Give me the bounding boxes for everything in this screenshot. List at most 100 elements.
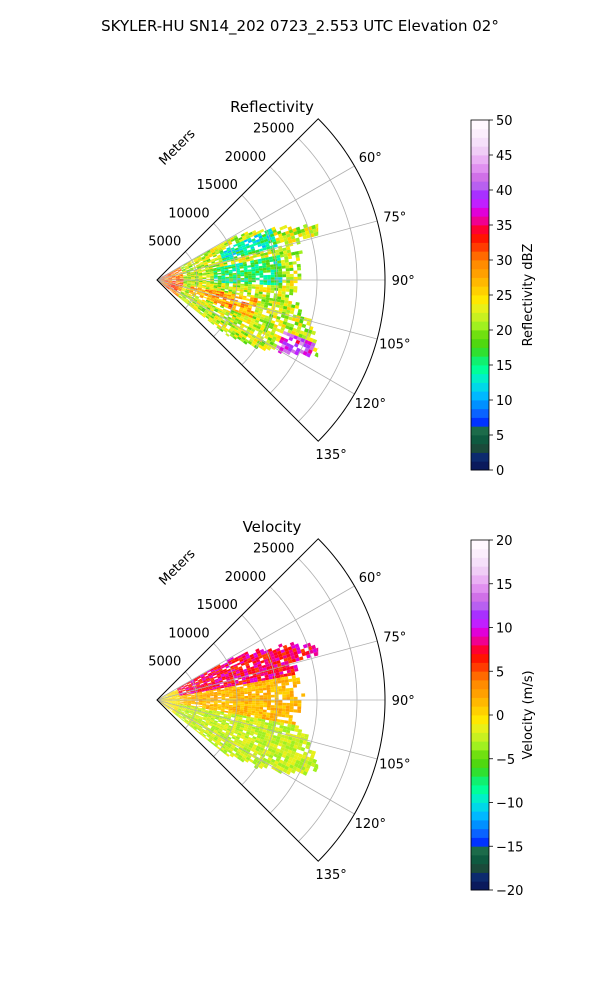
radar-cell xyxy=(167,693,171,696)
radar-cell xyxy=(245,653,250,658)
radar-cell xyxy=(171,276,176,278)
radar-cell xyxy=(218,728,223,732)
radar-cell xyxy=(194,718,199,721)
radar-cell xyxy=(269,233,275,238)
radar-cell xyxy=(277,233,283,238)
radar-cell xyxy=(288,316,293,321)
radar-cell xyxy=(261,653,267,658)
radar-cell xyxy=(277,322,283,327)
radar-cell xyxy=(202,706,206,708)
radar-cell xyxy=(247,265,252,268)
radar-cell xyxy=(234,309,239,313)
radar-cell xyxy=(179,277,184,279)
radar-cell xyxy=(266,692,271,696)
radar-cell xyxy=(245,313,250,317)
radar-cell xyxy=(295,646,301,652)
radar-cell xyxy=(232,335,237,340)
radar-cell xyxy=(179,703,184,705)
radar-cell xyxy=(177,288,182,291)
radar-cell xyxy=(228,689,233,692)
radar-cell xyxy=(167,283,172,286)
radar-cell xyxy=(209,273,214,276)
radar-cell xyxy=(287,252,292,257)
radar-cell xyxy=(229,665,234,669)
radar-cell xyxy=(300,338,306,343)
radar-cell xyxy=(191,303,196,306)
radar-cell xyxy=(186,693,191,696)
radar-cell xyxy=(256,325,261,330)
radar-cell xyxy=(189,688,194,691)
radar-cell xyxy=(240,707,245,710)
radar-cell xyxy=(218,718,223,722)
radar-cell xyxy=(264,257,270,261)
radar-cell xyxy=(233,739,239,744)
radar-cell xyxy=(272,734,278,739)
radar-cell xyxy=(174,691,179,694)
radar-cell xyxy=(232,281,237,284)
radar-cell xyxy=(203,305,208,309)
radar-cell xyxy=(196,721,201,725)
radar-cell xyxy=(182,287,187,290)
radar-cell xyxy=(204,302,209,305)
radar-cell xyxy=(213,720,218,723)
radar-cell xyxy=(171,705,175,707)
colorbar-swatch xyxy=(471,251,489,261)
radar-cell xyxy=(300,228,306,234)
radar-cell xyxy=(201,255,205,259)
radar-cell xyxy=(249,255,254,259)
radar-cell xyxy=(236,278,241,280)
radar-cell xyxy=(242,310,247,314)
radar-cell xyxy=(164,280,169,282)
radar-cell xyxy=(252,340,257,345)
radar-cell xyxy=(283,738,289,743)
radar-cell xyxy=(289,344,294,350)
radar-cell xyxy=(228,253,233,257)
radar-cell xyxy=(172,291,176,294)
radar-cell xyxy=(251,326,257,331)
radar-cell xyxy=(261,731,267,736)
radar-cell xyxy=(270,707,275,711)
radar-cell xyxy=(199,303,204,307)
radar-cell xyxy=(184,686,189,689)
radar-cell xyxy=(172,698,176,699)
radar-cell xyxy=(175,277,180,279)
radar-cell xyxy=(164,700,169,702)
radar-cell xyxy=(197,676,202,680)
radar-cell xyxy=(224,290,229,293)
radar-cell xyxy=(227,683,232,686)
radar-cell xyxy=(253,259,258,263)
radar-cell xyxy=(225,752,230,757)
radar-cell xyxy=(301,323,307,329)
radar-cell xyxy=(217,285,222,288)
radar-cell xyxy=(286,306,292,311)
radar-cell xyxy=(267,336,273,342)
radar-cell xyxy=(175,282,180,284)
radar-cell xyxy=(212,254,217,258)
radar-cell xyxy=(182,269,186,272)
radar-cell xyxy=(290,655,296,660)
colorbar-swatch xyxy=(471,286,489,296)
radar-cell xyxy=(180,266,185,269)
radar-cell xyxy=(269,341,275,346)
radar-cell xyxy=(247,239,253,244)
radar-cell xyxy=(172,290,177,293)
radar-cell xyxy=(229,656,234,661)
radar-cell xyxy=(284,256,289,260)
radar-cell xyxy=(199,295,204,298)
radar-cell xyxy=(242,746,248,751)
radar-cell xyxy=(199,673,204,677)
radar-cell xyxy=(285,271,290,275)
radar-cell xyxy=(179,700,184,702)
radar-cell xyxy=(187,698,192,700)
radar-cell xyxy=(213,705,218,707)
radar-cell xyxy=(228,693,233,696)
radar-cell xyxy=(229,701,233,704)
radar-cell xyxy=(190,690,195,693)
radar-cell xyxy=(231,293,236,297)
radar-cell xyxy=(187,701,192,703)
radar-cell xyxy=(291,317,297,322)
radar-cell xyxy=(175,695,180,698)
radar-cell xyxy=(160,277,165,279)
radar-cell xyxy=(171,704,176,706)
radar-cell xyxy=(251,273,256,276)
